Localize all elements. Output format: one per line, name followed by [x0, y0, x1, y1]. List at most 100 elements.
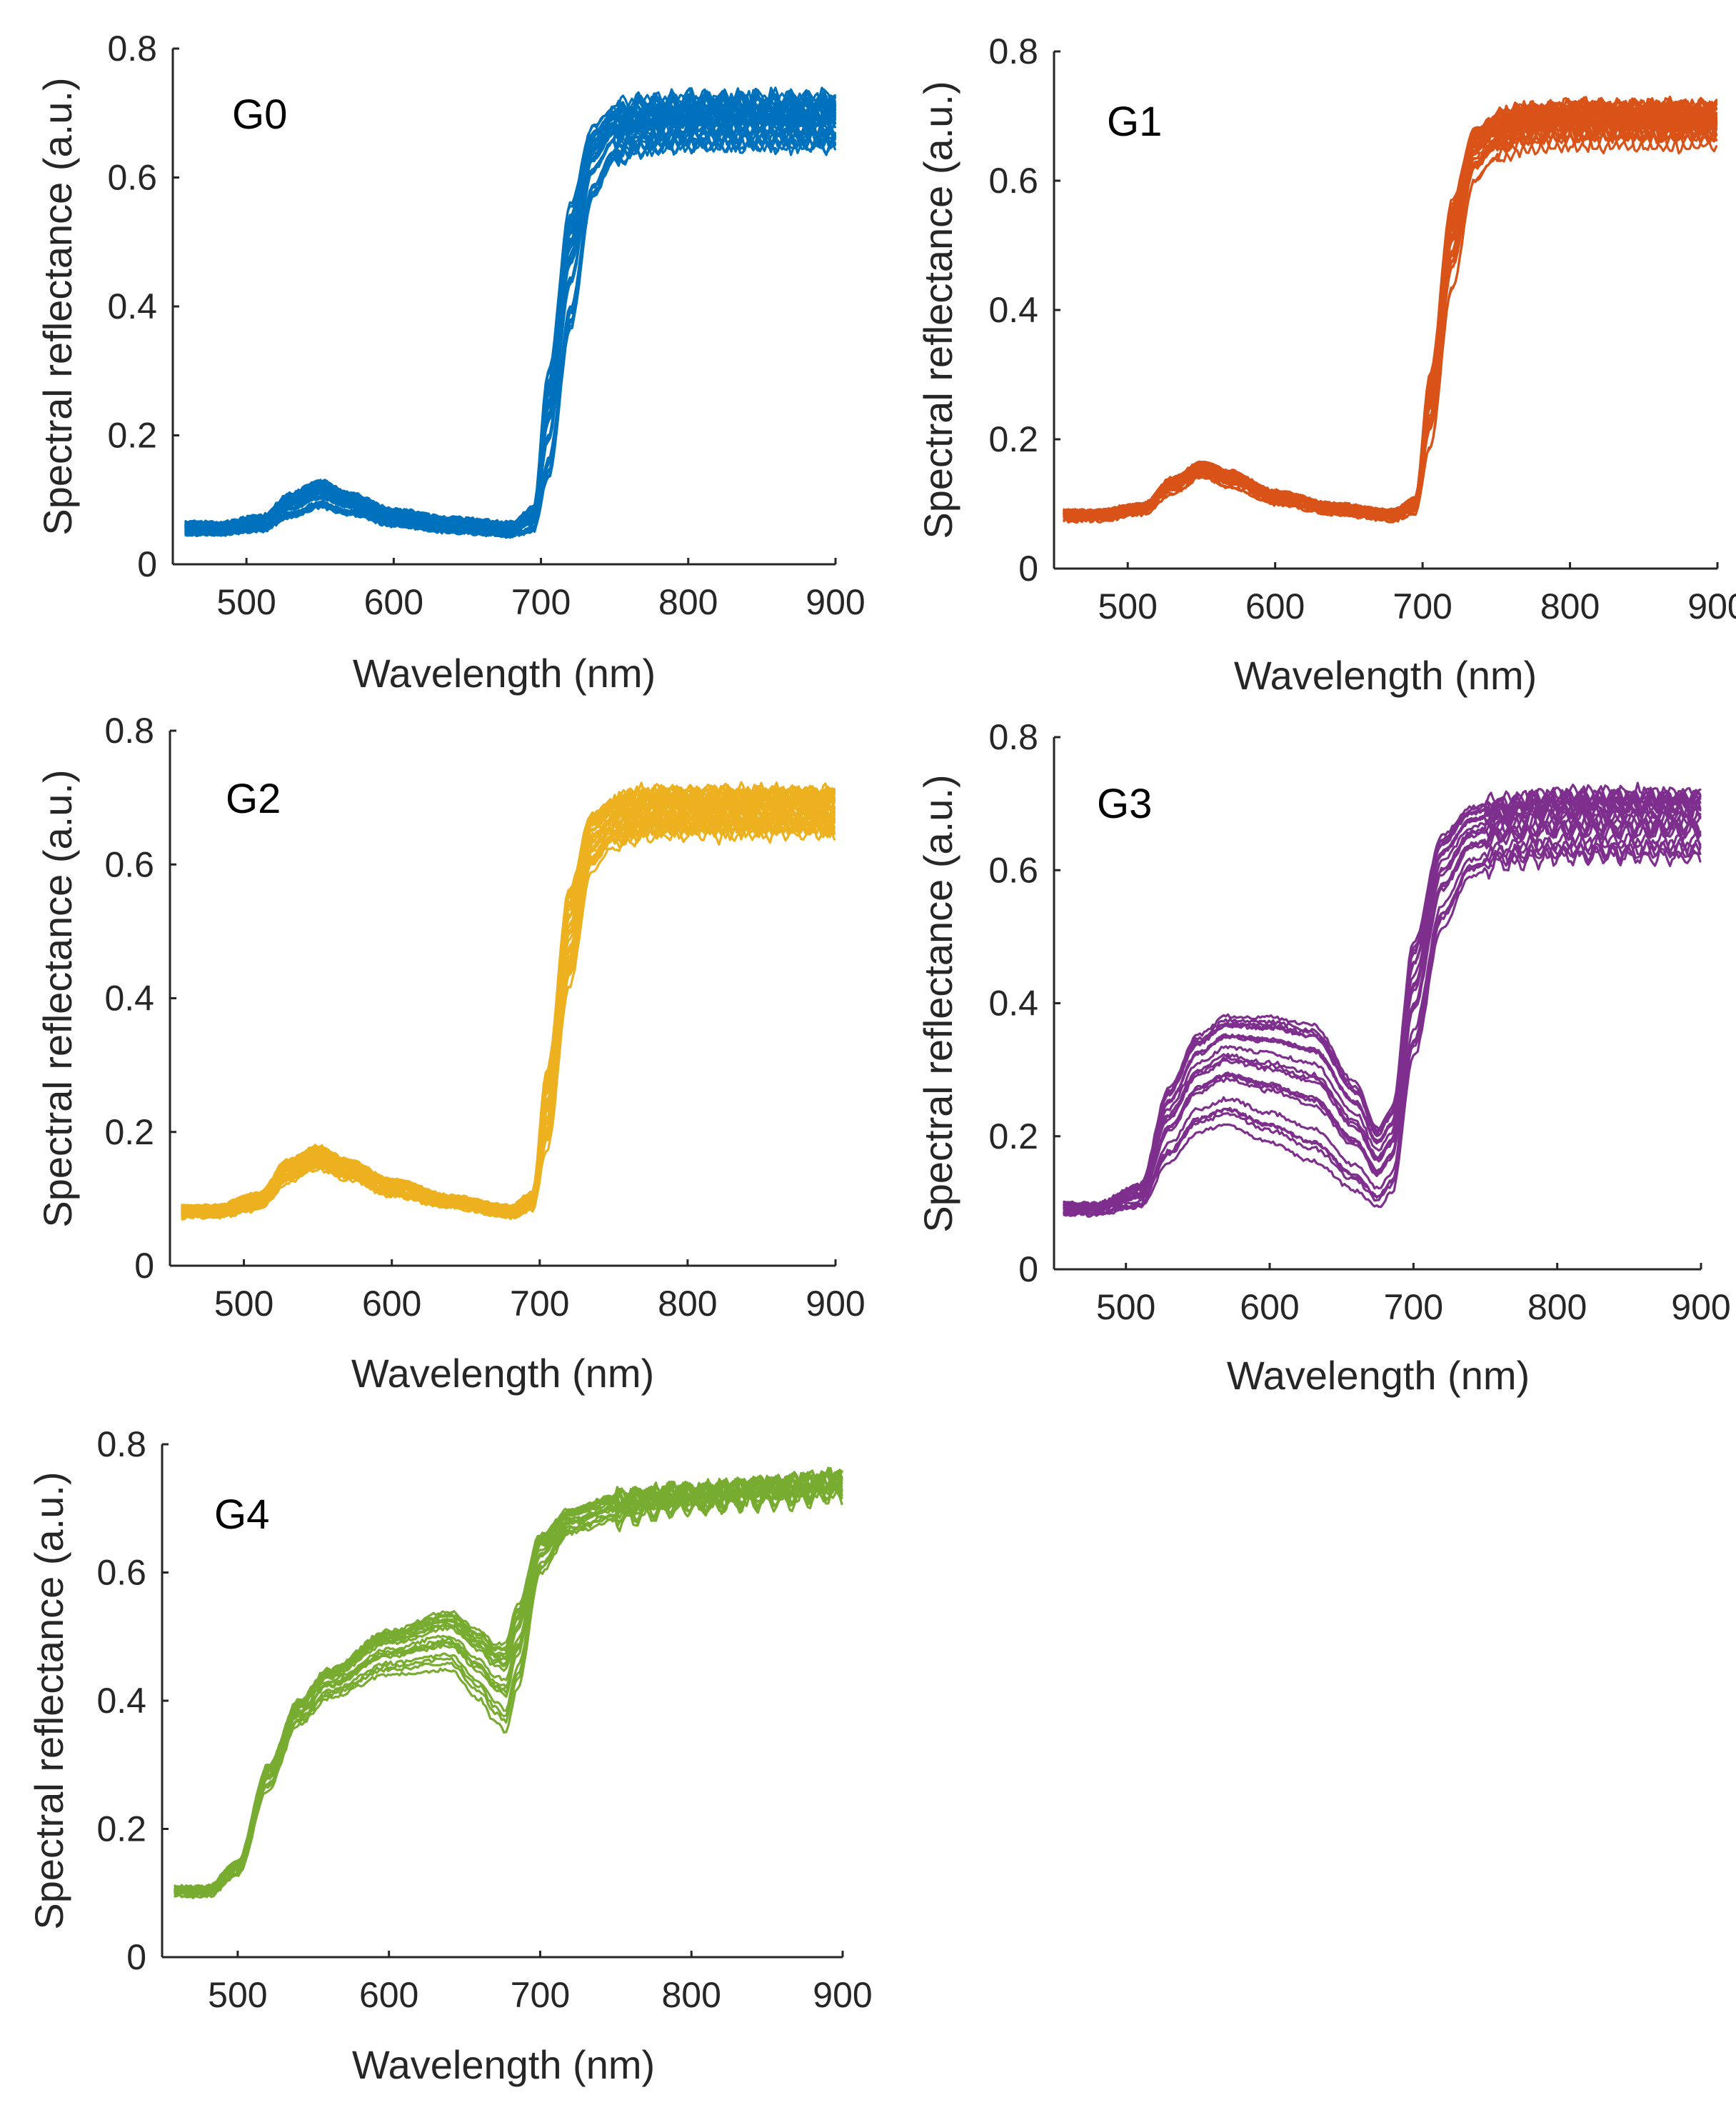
reflectance-curve [184, 101, 836, 530]
reflectance-curve [184, 116, 836, 534]
y-tick-label: 0 [1018, 1249, 1038, 1289]
reflectance-curve [1063, 104, 1718, 516]
tick-group: 500 600 700 800 900 0 0.2 0.4 0.6 0.8 [988, 31, 1736, 626]
x-tick-label: 800 [1540, 586, 1600, 626]
reflectance-curve [1063, 109, 1718, 518]
reflectance-curve [181, 814, 836, 1219]
reflectance-curve [184, 129, 836, 537]
reflectance-curve [181, 797, 836, 1214]
reflectance-curve [181, 792, 836, 1213]
reflectance-curve [181, 800, 836, 1215]
panel-title: G4 [214, 1491, 269, 1538]
reflectance-curve [1063, 123, 1718, 521]
reflectance-curve [181, 816, 836, 1219]
reflectance-curve [181, 788, 836, 1211]
x-tick-label: 800 [1527, 1287, 1587, 1327]
curve-group [184, 86, 836, 539]
y-tick-label: 0.2 [96, 1809, 146, 1849]
y-tick-label: 0.8 [988, 717, 1038, 757]
reflectance-curve [184, 107, 836, 531]
y-tick-label: 0.8 [96, 1424, 146, 1464]
y-tick-label: 0.6 [104, 844, 154, 884]
x-tick-label: 700 [511, 1975, 570, 2015]
reflectance-curve [1063, 114, 1718, 519]
reflectance-curve [181, 784, 836, 1210]
y-tick-label: 0.4 [988, 290, 1038, 330]
reflectance-curve [181, 811, 836, 1219]
reflectance-curve [184, 115, 836, 534]
panel-title: G0 [232, 91, 287, 138]
reflectance-curve [1063, 99, 1718, 515]
reflectance-curve [181, 786, 836, 1211]
y-tick-label: 0.8 [107, 29, 157, 69]
curve-group [1063, 781, 1702, 1218]
reflectance-curve [1063, 99, 1718, 515]
reflectance-curve [184, 108, 836, 532]
reflectance-curve [184, 125, 836, 536]
reflectance-curve [1063, 96, 1718, 514]
reflectance-curve [184, 90, 836, 527]
curve-group [174, 1466, 843, 1899]
y-tick-label: 0 [126, 1937, 146, 1977]
y-tick-label: 0.2 [988, 1116, 1038, 1156]
reflectance-curve [184, 96, 836, 529]
reflectance-curve [181, 797, 836, 1214]
reflectance-curve [184, 101, 836, 529]
reflectance-curve [1063, 98, 1718, 515]
reflectance-curve [1063, 132, 1718, 524]
y-axis-title: Spectral reflectance (a.u.) [915, 774, 960, 1232]
reflectance-curve [184, 90, 836, 527]
reflectance-curve [184, 97, 836, 529]
reflectance-curve [1063, 781, 1702, 1207]
panel-title: G2 [226, 776, 281, 822]
reflectance-curve [181, 800, 836, 1215]
reflectance-curve [181, 811, 836, 1219]
reflectance-curve [181, 797, 836, 1214]
reflectance-curve [1063, 131, 1718, 524]
reflectance-curve [181, 804, 836, 1215]
y-tick-label: 0.4 [988, 984, 1038, 1024]
reflectance-curve [174, 1471, 843, 1892]
reflectance-curve [181, 815, 836, 1219]
reflectance-curve [184, 104, 836, 531]
reflectance-curve [181, 808, 836, 1217]
x-tick-label: 500 [1096, 1287, 1155, 1327]
reflectance-curve [181, 789, 836, 1211]
reflectance-curve [181, 784, 836, 1210]
x-tick-label: 700 [510, 1284, 569, 1324]
reflectance-curve [1063, 111, 1718, 518]
reflectance-curve [184, 96, 836, 528]
reflectance-curve [181, 789, 836, 1211]
reflectance-curve [1063, 99, 1718, 515]
panel-g3: 500 600 700 800 900 0 0.2 0.4 0.6 0.8 G3 Waveleng… [915, 717, 1731, 1398]
x-axis-title: Wavelength (nm) [1234, 653, 1537, 698]
reflectance-curve [1063, 839, 1702, 1216]
reflectance-curve [1063, 119, 1718, 521]
x-tick-label: 900 [806, 1284, 865, 1324]
reflectance-curve [184, 109, 836, 531]
reflectance-curve [184, 101, 836, 531]
y-tick-label: 0 [1018, 549, 1038, 589]
panel-g2: 500 600 700 800 900 0 0.2 0.4 0.6 0.8 G2 Waveleng… [35, 711, 866, 1396]
x-tick-label: 700 [511, 582, 571, 622]
curve-group [181, 781, 836, 1221]
reflectance-curve [184, 118, 836, 534]
reflectance-curve [184, 134, 836, 539]
reflectance-curve [1063, 97, 1718, 514]
x-axis-title: Wavelength (nm) [352, 2042, 655, 2087]
reflectance-curve [184, 132, 836, 539]
reflectance-curve [1063, 99, 1718, 514]
reflectance-curve [181, 796, 836, 1214]
reflectance-curve [184, 94, 836, 528]
x-tick-label: 500 [216, 582, 276, 622]
reflectance-curve [184, 86, 836, 526]
reflectance-curve [181, 811, 836, 1218]
x-tick-label: 900 [1687, 586, 1736, 626]
x-tick-label: 600 [364, 582, 423, 622]
tick-group: 500 600 700 800 900 0 0.2 0.4 0.6 0.8 [107, 29, 865, 622]
x-tick-label: 900 [1671, 1287, 1730, 1327]
reflectance-curve [1063, 100, 1718, 515]
y-axis-title: Spectral reflectance (a.u.) [26, 1471, 71, 1929]
y-tick-label: 0.4 [104, 979, 154, 1019]
